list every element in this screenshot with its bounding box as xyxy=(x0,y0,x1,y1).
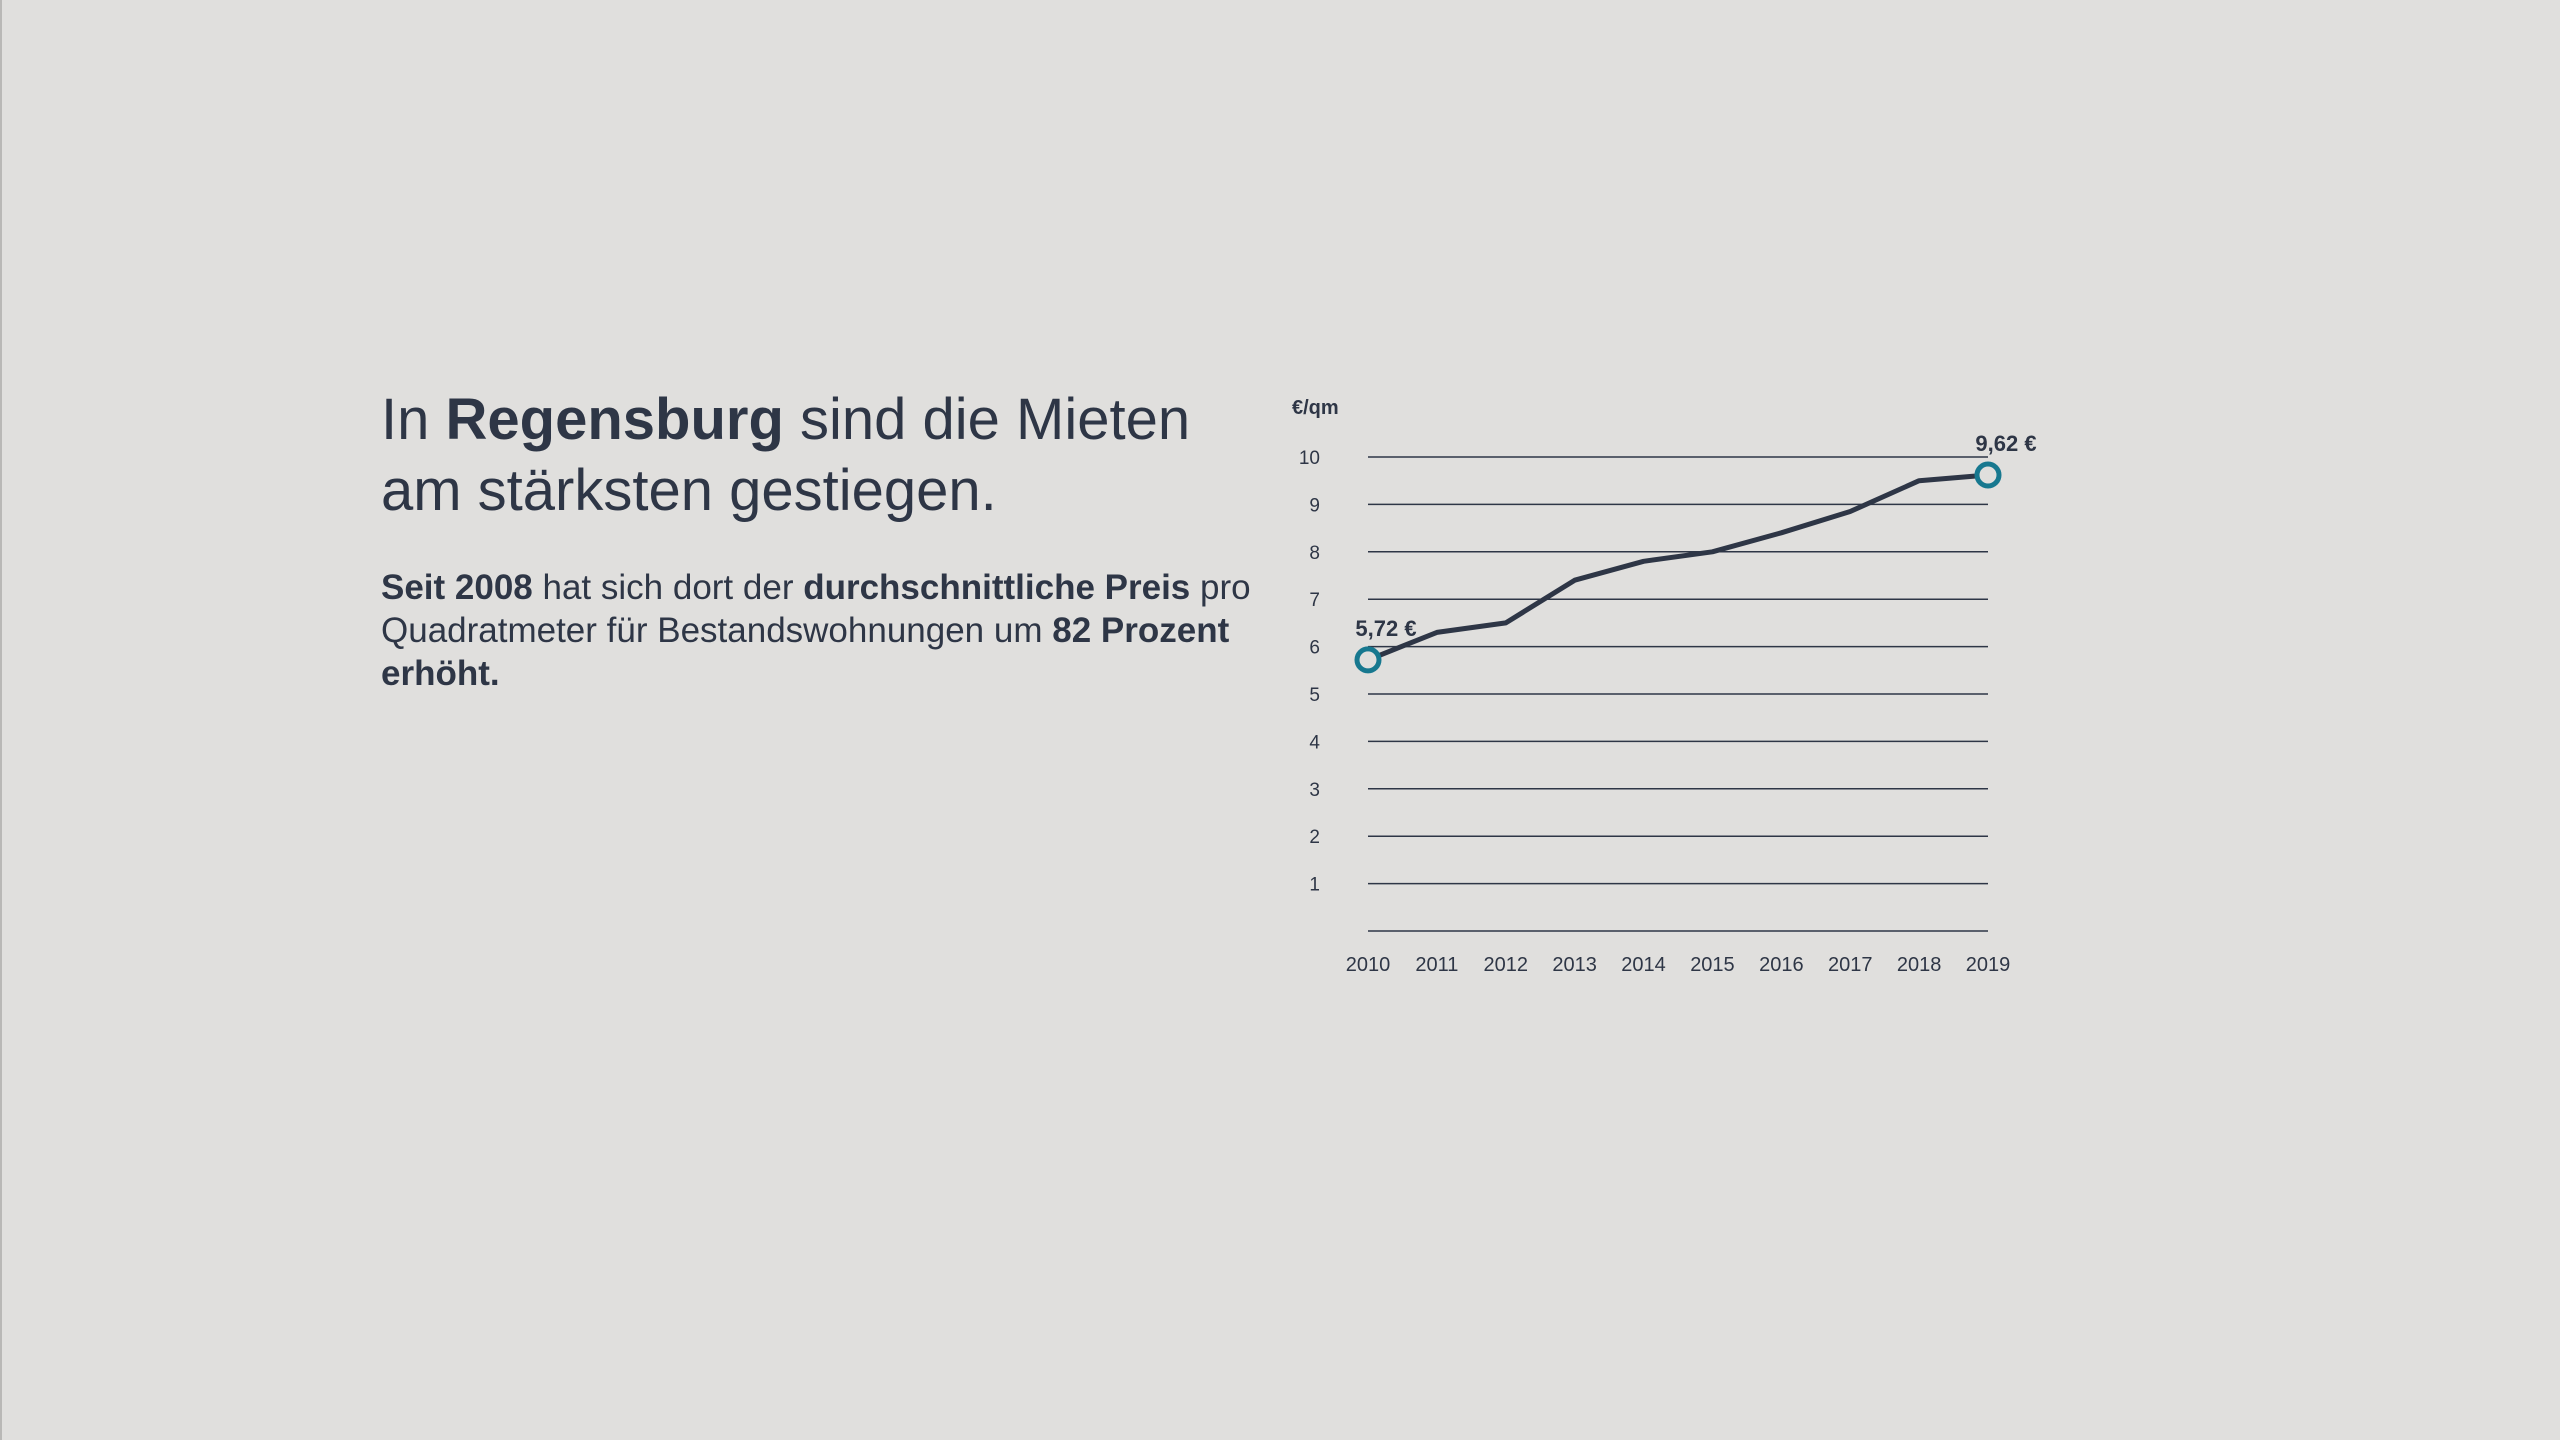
x-tick-label: 2016 xyxy=(1759,954,1804,976)
headline-city: Regensburg xyxy=(445,387,784,452)
rent-line-chart: €/qm 1 2 3 4 5 6 7 8 9 10 2010 2011 2012 2013 2014 201… xyxy=(1292,397,2037,976)
y-tick-label: 4 xyxy=(1309,732,1320,753)
y-tick-label: 9 xyxy=(1309,495,1320,516)
y-tick-label: 7 xyxy=(1309,590,1320,611)
frame-border xyxy=(0,0,2,1440)
x-tick-label: 2013 xyxy=(1552,954,1597,976)
data-point-marker xyxy=(1974,461,2002,489)
x-tick-label: 2019 xyxy=(1966,954,2011,976)
description-average-price: durchschnittliche Preis xyxy=(803,568,1191,607)
headline-part-2: sind die Mieten am stärksten gestiegen. xyxy=(381,387,1191,523)
x-tick-label: 2018 xyxy=(1897,954,1942,976)
y-axis-label: €/qm xyxy=(1292,397,1339,419)
x-tick-label: 2017 xyxy=(1828,954,1873,976)
y-tick-label: 6 xyxy=(1309,638,1320,659)
x-tick-label: 2014 xyxy=(1621,954,1666,976)
data-point-label: 9,62 € xyxy=(1975,431,2036,456)
y-tick-label: 10 xyxy=(1299,448,1320,469)
y-tick-label: 2 xyxy=(1309,827,1320,848)
description-text-1: hat sich dort der xyxy=(532,568,804,607)
x-tick-label: 2015 xyxy=(1690,954,1735,976)
y-tick-label: 5 xyxy=(1309,685,1320,706)
x-tick-label: 2012 xyxy=(1484,954,1529,976)
headline: In Regensburg sind die Mieten am stärkst… xyxy=(381,384,1261,526)
data-point-marker xyxy=(1354,646,1382,674)
data-point-label: 5,72 € xyxy=(1355,616,1416,641)
x-tick-label: 2010 xyxy=(1346,954,1391,976)
headline-part-1: In xyxy=(381,387,446,452)
description: Seit 2008 hat sich dort der durchschnitt… xyxy=(381,566,1261,695)
description-text-2: pro Quadratmeter für Bestandswohnungen u… xyxy=(381,568,1251,650)
description-percent: 82 Prozent erhöht. xyxy=(381,611,1230,693)
series-line xyxy=(1365,472,1991,663)
y-tick-label: 3 xyxy=(1309,780,1320,801)
description-since: Seit 2008 xyxy=(381,568,533,607)
y-tick-label: 1 xyxy=(1309,875,1320,896)
y-tick-label: 8 xyxy=(1309,543,1320,564)
x-tick-label: 2011 xyxy=(1415,954,1458,976)
